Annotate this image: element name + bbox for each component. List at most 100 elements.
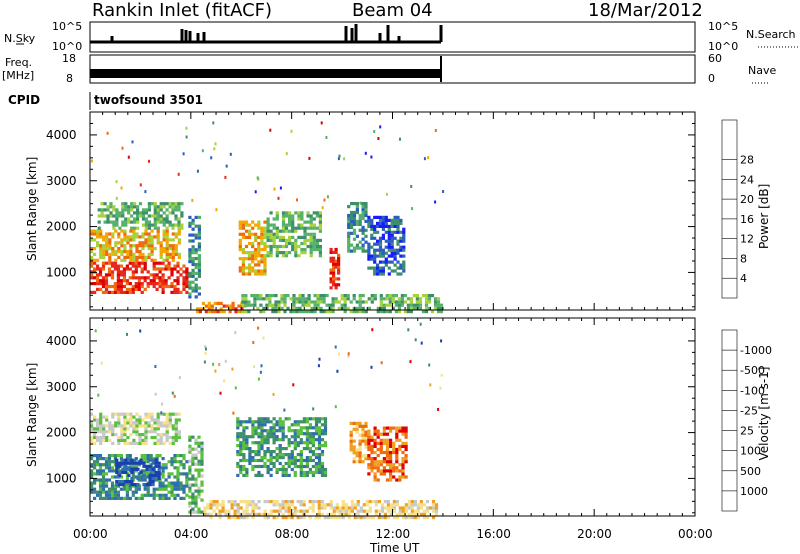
range-cell xyxy=(263,417,267,421)
range-cell xyxy=(257,426,261,430)
range-cell xyxy=(436,303,441,307)
range-cell xyxy=(274,303,278,307)
range-cell xyxy=(146,460,150,464)
range-cell xyxy=(297,235,301,239)
range-cell xyxy=(123,424,127,428)
range-cell xyxy=(382,450,386,455)
range-cell xyxy=(296,429,300,433)
range-cell xyxy=(200,447,204,451)
range-cell xyxy=(281,432,285,436)
range-cell xyxy=(147,412,151,416)
range-cell xyxy=(373,260,377,264)
range-cell xyxy=(200,459,204,463)
range-cell xyxy=(273,187,276,191)
range-cell xyxy=(380,361,383,365)
range-cell xyxy=(308,432,312,436)
range-cell xyxy=(133,202,137,206)
range-cell xyxy=(373,463,377,467)
range-cell xyxy=(177,205,181,209)
range-cell xyxy=(90,424,94,428)
range-cell xyxy=(204,345,207,349)
range-cell xyxy=(156,412,160,416)
range-cell xyxy=(185,267,189,271)
range-cell xyxy=(234,307,238,311)
range-cell xyxy=(185,284,189,289)
range-cell xyxy=(165,415,169,419)
range-cell xyxy=(188,483,192,487)
range-cell xyxy=(300,217,304,221)
nsearch-label: N.Search xyxy=(746,28,796,41)
range-cell xyxy=(132,258,136,262)
range-cell xyxy=(395,426,399,430)
range-cell xyxy=(171,238,175,242)
range-cell xyxy=(111,247,115,251)
range-cell xyxy=(157,461,161,465)
range-cell xyxy=(358,213,362,218)
data-region xyxy=(115,458,161,487)
range-cell xyxy=(364,210,368,215)
range-cell xyxy=(188,239,192,243)
range-cell xyxy=(104,478,109,482)
range-cell xyxy=(128,267,132,271)
range-cell xyxy=(314,500,318,504)
range-cell xyxy=(355,448,359,452)
range-cell xyxy=(290,435,294,439)
range-cell xyxy=(96,418,100,422)
range-cell xyxy=(263,263,267,267)
range-cell xyxy=(194,262,198,267)
range-cell xyxy=(99,232,103,236)
range-cell xyxy=(284,516,288,520)
range-cell xyxy=(196,169,199,173)
range-cell xyxy=(251,269,255,273)
range-cell xyxy=(396,248,400,252)
range-cell xyxy=(389,457,393,461)
range-cell xyxy=(421,294,425,298)
range-cell xyxy=(244,251,249,255)
range-cell xyxy=(308,447,312,451)
range-cell xyxy=(222,304,226,308)
range-cell xyxy=(257,512,261,516)
range-cell xyxy=(173,454,177,458)
range-cell xyxy=(284,467,288,472)
range-cell xyxy=(98,481,103,485)
range-cell xyxy=(101,484,106,488)
range-cell xyxy=(132,235,136,239)
range-cell xyxy=(393,254,397,258)
range-cell xyxy=(116,276,120,280)
range-cell xyxy=(274,306,278,310)
range-cell xyxy=(146,282,150,286)
range-cell xyxy=(250,303,254,307)
range-cell xyxy=(219,301,223,305)
range-cell xyxy=(142,464,146,468)
range-cell xyxy=(296,423,300,427)
range-cell xyxy=(143,287,147,291)
range-cell xyxy=(114,424,118,428)
range-cell xyxy=(241,263,245,267)
range-cell xyxy=(266,417,270,421)
range-cell xyxy=(144,430,148,434)
range-cell xyxy=(420,341,423,345)
range-cell xyxy=(293,512,297,516)
y-tick-label: 1000 xyxy=(46,265,77,279)
range-cell xyxy=(139,461,143,465)
range-cell xyxy=(316,294,320,298)
range-cell xyxy=(370,435,374,439)
range-cell xyxy=(173,290,177,294)
range-cell xyxy=(439,306,444,310)
range-cell xyxy=(320,467,325,472)
range-cell xyxy=(188,215,192,219)
range-cell xyxy=(112,226,116,230)
range-cell xyxy=(153,418,157,422)
range-cell xyxy=(111,430,115,434)
range-cell xyxy=(260,458,264,463)
range-cell xyxy=(320,438,325,442)
range-cell xyxy=(144,217,148,221)
range-cell xyxy=(361,213,365,218)
range-cell xyxy=(155,261,159,265)
range-cell xyxy=(105,241,109,245)
range-cell xyxy=(154,470,158,474)
range-cell xyxy=(373,251,377,255)
range-cell xyxy=(396,266,400,270)
range-cell xyxy=(391,306,395,310)
range-cell xyxy=(353,516,357,520)
